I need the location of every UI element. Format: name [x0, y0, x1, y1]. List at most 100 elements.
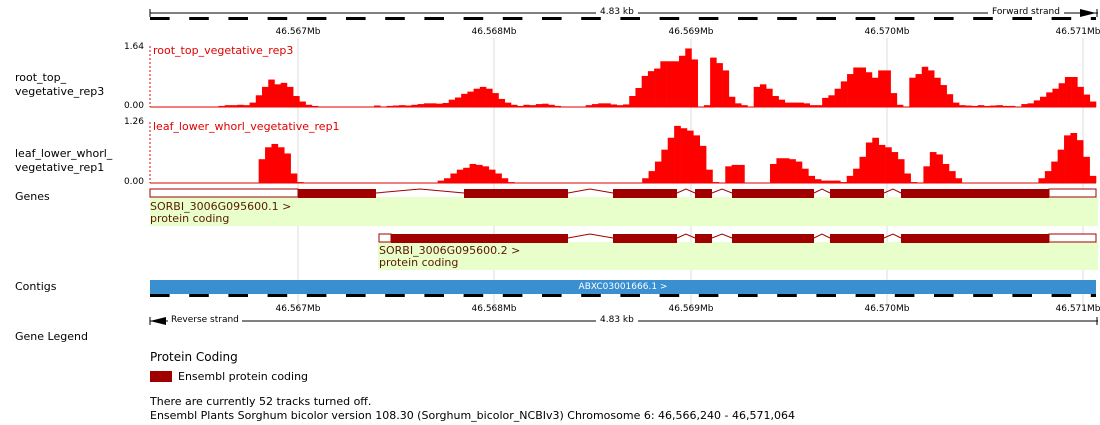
signal-bar: [971, 105, 979, 107]
signal-bar: [473, 88, 481, 107]
signal-bar: [641, 75, 649, 107]
signal-bar: [629, 96, 636, 107]
ruler-segment: [150, 17, 170, 20]
signal-bar: [927, 70, 935, 107]
signal-bar: [469, 163, 477, 183]
ruler-segment: [267, 17, 288, 20]
ruler-segment: [659, 294, 680, 297]
signal-bar: [548, 104, 555, 107]
signal-bar: [722, 70, 730, 107]
signal-bar: [770, 163, 777, 183]
signal-bar: [1083, 94, 1091, 107]
ruler-segment: [581, 294, 601, 297]
signal-bar: [878, 144, 886, 183]
ruler-segment: [228, 17, 248, 20]
signal-bar: [535, 104, 543, 107]
signal-bar: [735, 103, 742, 107]
signal-bar: [859, 67, 867, 107]
signal-bar: [392, 105, 400, 107]
bottom-tick-label: 46.569Mb: [668, 304, 714, 314]
signal-bar: [753, 86, 761, 107]
ruler-segment: [424, 294, 444, 297]
forward-strand-label: Forward strand: [988, 7, 1064, 17]
signal-bar: [965, 105, 972, 107]
ruler-segment: [189, 17, 209, 20]
signal-bar: [523, 104, 530, 107]
ruler-segment: [385, 17, 405, 20]
signal-bar: [542, 103, 549, 107]
signal-bar: [635, 87, 642, 107]
bottom-tick-label: 46.571Mb: [1055, 304, 1100, 314]
ruler-segment: [934, 17, 954, 20]
signal-bar: [286, 86, 294, 107]
contig-bar[interactable]: ABXC03001666.1 >: [150, 280, 1096, 294]
gene-models[interactable]: [0, 185, 1100, 245]
ruler-segment: [189, 294, 209, 297]
ruler-segment: [346, 17, 366, 20]
signal-bar: [501, 178, 509, 183]
signal-bar: [463, 167, 470, 183]
signal-bar: [585, 105, 593, 107]
signal-bar: [685, 48, 692, 107]
signal-bar: [814, 179, 822, 183]
signal-bar: [398, 105, 406, 107]
signal-bar: [274, 84, 281, 107]
signal-bar: [623, 104, 630, 107]
signal-bar: [258, 159, 266, 183]
signal-bar: [1044, 171, 1052, 183]
signal-bar: [610, 104, 618, 107]
signal-bar: [436, 103, 443, 107]
signal-bar: [1089, 175, 1097, 183]
version-info: Ensembl Plants Sorghum bicolor version 1…: [150, 409, 795, 422]
signal-bar: [791, 102, 798, 107]
signal-bar: [885, 147, 892, 183]
signal-bar: [374, 105, 381, 107]
signal-bar: [444, 178, 451, 183]
signal-bar: [789, 159, 796, 183]
signal-bar: [1046, 92, 1053, 107]
reverse-strand-label: Reverse strand: [168, 315, 242, 325]
signal-bar: [672, 61, 680, 107]
signal-bar: [977, 105, 985, 107]
signal-bar: [1077, 86, 1084, 107]
gene2-label[interactable]: SORBI_3006G095600.2 > protein coding: [379, 244, 521, 269]
ruler-segment: [777, 294, 797, 297]
signal-bar: [1027, 103, 1035, 107]
signal-bar: [504, 102, 512, 107]
signal-bar: [1033, 100, 1041, 107]
signal-bar: [990, 105, 997, 107]
signal-bar: [693, 135, 700, 183]
signal-bar: [271, 143, 279, 183]
track1-ymin: 0.00: [123, 101, 144, 111]
signal-bar: [897, 159, 905, 183]
ruler-segment: [502, 17, 523, 20]
track-label-root-top: root_top_ vegetative_rep3: [15, 71, 105, 98]
ruler-segment: [542, 294, 562, 297]
signal-bar: [475, 164, 483, 183]
signal-bar: [778, 99, 786, 107]
signal-bar: [795, 161, 803, 183]
leaf-lower-whorl-signal-track: [149, 122, 1097, 184]
signal-bar: [1070, 133, 1078, 183]
track1-ymax: 1.64: [123, 42, 144, 52]
signal-bar: [834, 88, 842, 107]
signal-bar: [648, 171, 656, 183]
ruler-segment: [934, 294, 954, 297]
top-tick-label: 46.568Mb: [471, 27, 517, 37]
signal-bar: [495, 173, 502, 183]
gene1-label[interactable]: SORBI_3006G095600.1 > protein coding: [150, 200, 292, 225]
signal-bar: [797, 102, 804, 107]
signal-bar: [448, 99, 456, 107]
contigs-label: Contigs: [15, 280, 57, 293]
ruler-segment: [1051, 17, 1072, 20]
signal-bar: [896, 104, 904, 107]
signal-bar: [660, 61, 667, 107]
ruler-segment: [894, 17, 915, 20]
signal-bar: [642, 178, 649, 183]
signal-bar: [218, 105, 225, 107]
signal-bar: [529, 105, 537, 107]
top-ruler: [149, 9, 1098, 20]
signal-bar: [846, 175, 854, 183]
track1-title: root_top_vegetative_rep3: [153, 44, 294, 57]
signal-bar: [983, 105, 991, 107]
